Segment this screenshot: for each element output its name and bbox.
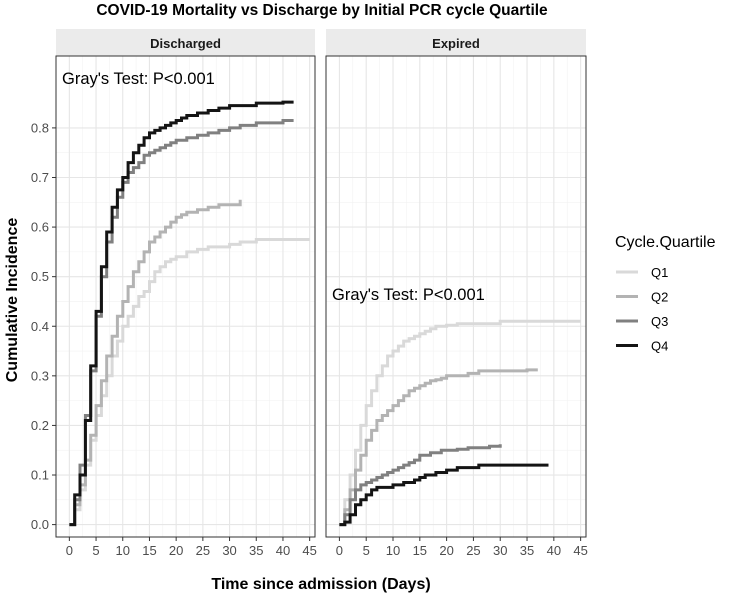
- x-tick-label: 15: [142, 543, 156, 558]
- strip-label-expired: Expired: [432, 36, 480, 51]
- x-tick-label: 30: [222, 543, 236, 558]
- annotation-expired: Gray's Test: P<0.001: [332, 286, 485, 304]
- series-group-expired: [339, 319, 581, 527]
- x-tick-label: 30: [493, 543, 507, 558]
- series-line-expired-q3: [339, 444, 502, 527]
- x-tick-label: 45: [302, 543, 316, 558]
- x-tick-label: 5: [363, 543, 370, 558]
- plot-border-discharged: [55, 55, 316, 538]
- series-line-expired-q1: [339, 319, 581, 527]
- y-tick-label: 0.3: [31, 368, 49, 383]
- series-group-discharged: [69, 100, 310, 527]
- legend-label-q2: Q2: [651, 290, 668, 305]
- x-tick-label: 25: [466, 543, 480, 558]
- series-line-discharged-q4: [69, 100, 294, 527]
- panel-discharged: Discharged Gray's Test: P<0.001 0 5 10 15 20…: [55, 29, 317, 558]
- y-tick-label: 0.1: [31, 468, 49, 483]
- x-tick-label: 25: [196, 543, 210, 558]
- y-axis: 0.0 0.1 0.2 0.3 0.4 0.5 0.6 0.7 0.8: [31, 120, 56, 532]
- legend-items: Q1 Q2 Q3 Q4: [616, 265, 668, 354]
- series-line-expired-q2: [339, 368, 538, 527]
- strip-discharged: [56, 29, 315, 56]
- plot-background-expired: [326, 56, 586, 537]
- plot-background-discharged: [56, 56, 315, 537]
- x-axis-discharged: 0 5 10 15 20 25 30 35 40 45: [66, 537, 317, 558]
- strip-label-discharged: Discharged: [150, 36, 221, 51]
- series-line-discharged-q2: [69, 199, 242, 527]
- panel-expired: Expired Gray's Test: P<0.001 0 5 10 15 20 25 3…: [325, 29, 588, 558]
- x-tick-label: 35: [520, 543, 534, 558]
- y-tick-label: 0.5: [31, 269, 49, 284]
- x-tick-label: 5: [92, 543, 99, 558]
- x-tick-label: 45: [573, 543, 587, 558]
- x-tick-label: 35: [249, 543, 263, 558]
- x-tick-label: 40: [547, 543, 561, 558]
- y-tick-label: 0.0: [31, 517, 49, 532]
- y-tick-label: 0.7: [31, 170, 49, 185]
- annotation-discharged: Gray's Test: P<0.001: [62, 70, 215, 88]
- x-tick-label: 0: [66, 543, 73, 558]
- plot-border-expired: [325, 55, 587, 538]
- x-tick-label: 20: [169, 543, 183, 558]
- y-tick-label: 0.4: [31, 319, 49, 334]
- x-tick-label: 0: [336, 543, 343, 558]
- x-tick-label: 20: [439, 543, 453, 558]
- y-tick-label: 0.2: [31, 418, 49, 433]
- x-tick-label: 10: [386, 543, 400, 558]
- series-line-expired-q4: [339, 463, 549, 527]
- legend: Cycle.Quartile Q1 Q2 Q3 Q4: [615, 234, 716, 354]
- chart-title: COVID-19 Mortality vs Discharge by Initi…: [96, 2, 548, 19]
- legend-label-q4: Q4: [651, 339, 668, 354]
- x-tick-label: 10: [116, 543, 130, 558]
- y-axis-label: Cumulative Incidence: [4, 218, 21, 383]
- x-tick-label: 40: [276, 543, 290, 558]
- legend-label-q3: Q3: [651, 314, 668, 329]
- grid-discharged: [56, 56, 315, 537]
- legend-title: Cycle.Quartile: [615, 234, 716, 251]
- strip-expired: [326, 29, 586, 56]
- x-axis-expired: 0 5 10 15 20 25 30 35 40 45: [336, 537, 588, 558]
- x-tick-label: 15: [413, 543, 427, 558]
- x-axis-label: Time since admission (Days): [211, 576, 430, 593]
- legend-label-q1: Q1: [651, 265, 668, 280]
- y-tick-label: 0.8: [31, 120, 49, 135]
- y-tick-label: 0.6: [31, 220, 49, 235]
